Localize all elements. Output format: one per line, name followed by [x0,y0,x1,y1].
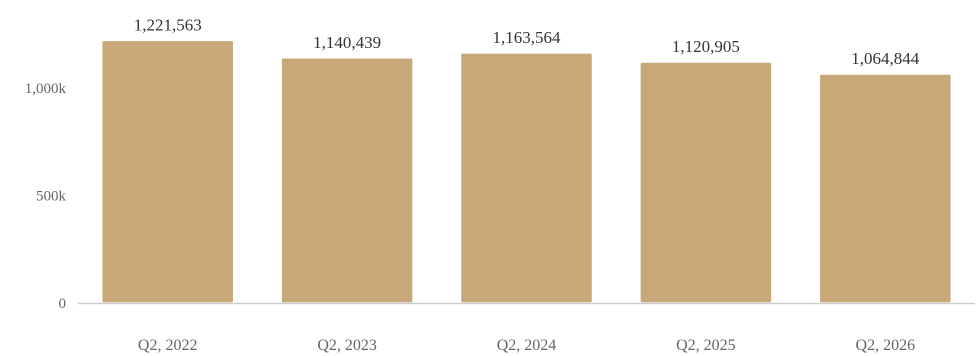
bar-series [100,39,953,304]
x-tick-label: Q2, 2026 [856,337,916,354]
data-label: 1,163,564 [493,28,562,47]
bar[interactable] [459,52,594,304]
x-tick-label: Q2, 2025 [676,337,736,354]
data-label: 1,140,439 [313,33,381,52]
y-tick-label: 0 [59,296,67,312]
bar[interactable] [100,39,235,304]
bar[interactable] [818,73,953,304]
data-label: 1,221,563 [134,15,202,34]
y-tick-label: 500k [36,189,67,205]
bar[interactable] [280,57,414,304]
y-axis: 0 500k 1,000k [25,81,67,312]
bar[interactable] [639,61,773,304]
x-tick-label: Q2, 2023 [317,337,377,354]
data-labels: 1,221,563 1,140,439 1,163,564 1,120,905 1,06… [132,14,921,70]
y-tick-label: 1,000k [25,81,67,97]
x-tick-label: Q2, 2022 [138,337,198,354]
x-axis: Q2, 2022 Q2, 2023 Q2, 2024 Q2, 2025 Q2, 2026 [138,337,915,354]
data-label: 1,120,905 [672,37,740,56]
x-tick-label: Q2, 2024 [497,337,557,354]
data-label: 1,064,844 [851,49,920,68]
